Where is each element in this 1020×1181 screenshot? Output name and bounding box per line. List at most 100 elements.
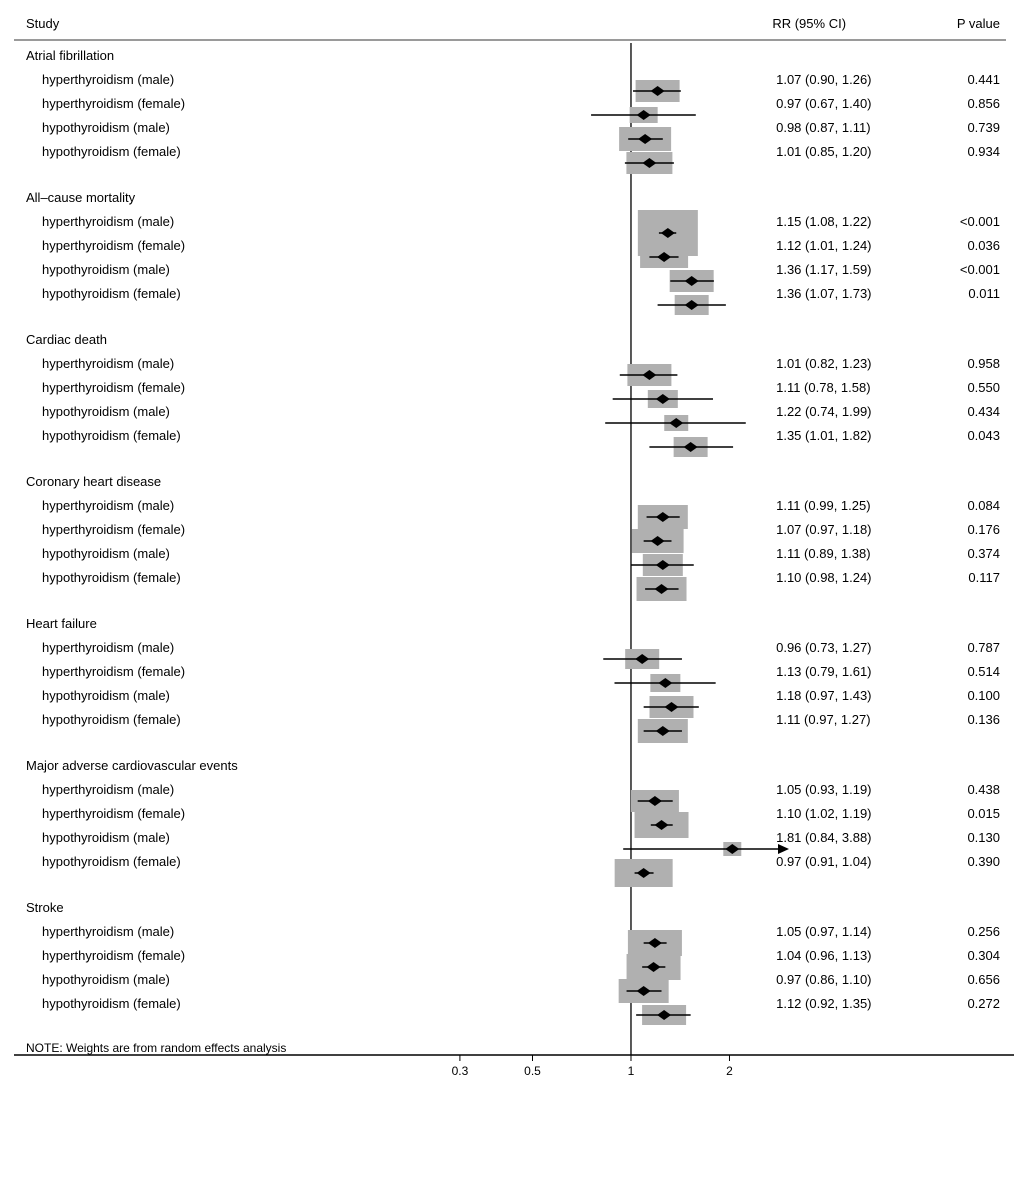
row-rr-ci: 1.12 (0.92, 1.35) [772, 996, 912, 1011]
header-p: P value [911, 16, 1006, 31]
forest-cell [451, 813, 781, 837]
row-label: hypothyroidism (female) [14, 854, 451, 869]
row-label: hyperthyroidism (male) [14, 72, 451, 87]
row-label: hypothyroidism (male) [14, 972, 451, 987]
group-gap [14, 873, 1006, 895]
row-pvalue: 0.550 [912, 380, 1006, 395]
plot-body: Atrial fibrillationhyperthyroidism (male… [14, 43, 1006, 1037]
row-rr-ci: 1.11 (0.89, 1.38) [772, 546, 912, 561]
forest-row: hyperthyroidism (male) 1.15 (1.08, 1.22)<… [14, 209, 1006, 233]
row-pvalue: 0.304 [912, 948, 1006, 963]
row-label: hyperthyroidism (male) [14, 924, 451, 939]
row-pvalue: 0.256 [912, 924, 1006, 939]
row-label: hyperthyroidism (male) [14, 214, 451, 229]
forest-row: hyperthyroidism (male)0.96 (0.73, 1.27)0… [14, 635, 1006, 659]
forest-cell [451, 505, 781, 529]
row-label: hyperthyroidism (female) [14, 664, 451, 679]
row-label: hypothyroidism (male) [14, 546, 451, 561]
row-label: hypothyroidism (female) [14, 144, 451, 159]
row-pvalue: 0.374 [912, 546, 1006, 561]
row-label: hyperthyroidism (male) [14, 356, 451, 371]
forest-cell [451, 695, 781, 719]
row-pvalue: 0.514 [912, 664, 1006, 679]
row-rr-ci: 1.05 (0.97, 1.14) [772, 924, 912, 939]
forest-plot: Study RR (95% CI) P value Atrial fibrill… [0, 0, 1020, 1102]
row-label: hyperthyroidism (male) [14, 498, 451, 513]
row-pvalue: 0.441 [912, 72, 1006, 87]
forest-cell [451, 931, 781, 955]
axis-tick-label: 2 [726, 1064, 733, 1078]
row-label: hypothyroidism (female) [14, 428, 451, 443]
row-label: hypothyroidism (female) [14, 712, 451, 727]
forest-cell [451, 79, 781, 103]
row-label: hypothyroidism (female) [14, 996, 451, 1011]
forest-cell [451, 789, 781, 813]
row-rr-ci: 0.96 (0.73, 1.27) [772, 640, 912, 655]
row-rr-ci: 1.12 (1.01, 1.24) [772, 238, 912, 253]
forest-row: hyperthyroidism (male)1.07 (0.90, 1.26)0… [14, 67, 1006, 91]
group-title: All–cause mortality [14, 185, 1006, 209]
row-pvalue: 0.043 [912, 428, 1006, 443]
row-pvalue: 0.739 [912, 120, 1006, 135]
row-rr-ci: 1.13 (0.79, 1.61) [772, 664, 912, 679]
group-title-label: Stroke [14, 900, 442, 915]
row-rr-ci: 1.11 (0.78, 1.58) [772, 380, 912, 395]
group-gap [14, 163, 1006, 185]
group-gap [14, 305, 1006, 327]
row-rr-ci: 1.11 (0.97, 1.27) [772, 712, 912, 727]
x-axis: 0.30.512 [14, 1037, 1020, 1077]
group-title-label: Major adverse cardiovascular events [14, 758, 442, 773]
row-label: hyperthyroidism (female) [14, 806, 451, 821]
forest-cell [451, 553, 781, 577]
forest-cell [451, 245, 781, 269]
row-rr-ci: 1.36 (1.17, 1.59) [772, 262, 912, 277]
row-label: hyperthyroidism (female) [14, 522, 451, 537]
forest-cell [451, 269, 781, 293]
group-title-label: Heart failure [14, 616, 442, 631]
forest-row: hyperthyroidism (male) 1.05 (0.97, 1.14)0… [14, 919, 1006, 943]
axis-tick-label: 0.5 [524, 1064, 541, 1078]
forest-cell [451, 647, 781, 671]
axis-region: NOTE: Weights are from random effects an… [14, 1037, 1006, 1092]
row-label: hypothyroidism (male) [14, 120, 451, 135]
row-rr-ci: 0.97 (0.67, 1.40) [772, 96, 912, 111]
row-label: hypothyroidism (female) [14, 286, 451, 301]
row-pvalue: <0.001 [912, 214, 1006, 229]
forest-cell [451, 837, 781, 861]
row-pvalue: <0.001 [912, 262, 1006, 277]
row-rr-ci: 1.10 (1.02, 1.19) [772, 806, 912, 821]
row-label: hypothyroidism (male) [14, 404, 451, 419]
forest-cell [451, 103, 781, 127]
forest-row: hyperthyroidism (male)1.11 (0.99, 1.25)0… [14, 493, 1006, 517]
forest-cell [451, 671, 781, 695]
row-pvalue: 0.272 [912, 996, 1006, 1011]
row-label: hypothyroidism (male) [14, 262, 451, 277]
row-label: hyperthyroidism (female) [14, 238, 451, 253]
group-title-label: All–cause mortality [14, 190, 442, 205]
row-rr-ci: 1.15 (1.08, 1.22) [772, 214, 912, 229]
group-gap [14, 1015, 1006, 1037]
header-rule [14, 39, 1006, 41]
axis-tick-label: 0.3 [452, 1064, 469, 1078]
group-title-label: Coronary heart disease [14, 474, 442, 489]
group-gap [14, 589, 1006, 611]
header-plot-spacer [442, 16, 769, 31]
row-pvalue: 0.036 [912, 238, 1006, 253]
forest-cell [451, 387, 781, 411]
forest-cell [451, 221, 781, 245]
row-pvalue: 0.136 [912, 712, 1006, 727]
row-rr-ci: 1.01 (0.85, 1.20) [772, 144, 912, 159]
group-gap [14, 731, 1006, 753]
row-pvalue: 0.084 [912, 498, 1006, 513]
row-label: hyperthyroidism (male) [14, 640, 451, 655]
row-pvalue: 0.100 [912, 688, 1006, 703]
row-label: hyperthyroidism (female) [14, 380, 451, 395]
forest-cell [451, 127, 781, 151]
header-rr: RR (95% CI) [768, 16, 911, 31]
row-rr-ci: 1.81 (0.84, 3.88) [772, 830, 912, 845]
row-label: hyperthyroidism (male) [14, 782, 451, 797]
row-rr-ci: 1.05 (0.93, 1.19) [772, 782, 912, 797]
row-rr-ci: 0.97 (0.86, 1.10) [772, 972, 912, 987]
group-title: Heart failure [14, 611, 1006, 635]
forest-cell [451, 411, 781, 435]
